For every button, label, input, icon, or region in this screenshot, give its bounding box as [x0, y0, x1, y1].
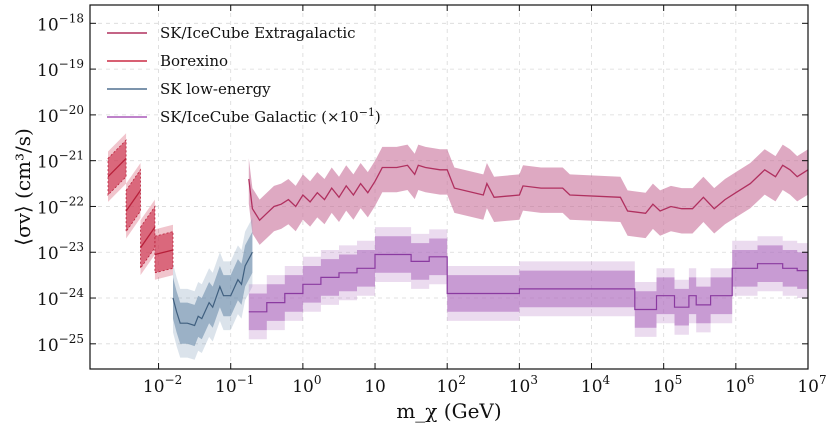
y-tick-label: 10−24 [37, 286, 84, 310]
y-axis-label: ⟨σv⟩ (cm³/s) [11, 128, 35, 246]
y-tick-label: 10−25 [37, 332, 84, 356]
data-layer [107, 133, 809, 360]
x-tick-label: 104 [581, 373, 611, 397]
legend-label: SK/IceCube Galactic (×10−1) [160, 106, 381, 126]
legend-label: SK low-energy [160, 80, 271, 98]
x-tick-label: 107 [797, 373, 826, 397]
x-tick-label: 100 [292, 373, 321, 397]
y-tick-label: 10−19 [37, 57, 84, 81]
legend-label: Borexino [160, 52, 228, 70]
sk-icecube-galactic-10-inner-band [248, 236, 809, 331]
x-tick-label: 106 [725, 373, 754, 397]
y-tick-label: 10−18 [37, 11, 84, 35]
sk-icecube-galactic-10-line [248, 253, 808, 313]
x-tick-label: 10−2 [143, 373, 182, 397]
legend: SK/IceCube Extragalactic Borexino SK low-e… [107, 24, 381, 126]
sk-low-energy-line [172, 251, 253, 327]
x-axis-label: m_χ (GeV) [396, 399, 501, 423]
borexino-line [125, 190, 142, 212]
y-tick-label: 10−23 [37, 240, 84, 264]
borexino-line [107, 157, 127, 178]
x-tick-label: 10−1 [215, 373, 254, 397]
y-tick-label: 10−20 [37, 103, 84, 127]
sk-icecube-extragalactic-line [248, 164, 809, 222]
legend-label: SK/IceCube Extragalactic [160, 24, 356, 42]
x-tick-label: 103 [509, 373, 538, 397]
y-tick-label: 10−22 [37, 194, 84, 218]
plot-frame [89, 4, 809, 370]
ticks: 10−2 10−1 100 10 102 103 104 105 106 107 10−18 10−1… [37, 5, 827, 397]
x-tick-label: 10 [364, 377, 386, 397]
y-tick-label: 10−21 [37, 149, 84, 173]
borexino-line [139, 226, 156, 249]
x-tick-label: 105 [653, 373, 682, 397]
sk-low-energy-inner-band [173, 231, 253, 347]
x-tick-label: 102 [437, 373, 466, 397]
borexino-line [154, 249, 174, 256]
sk-icecube-extragalactic-band [248, 144, 809, 245]
